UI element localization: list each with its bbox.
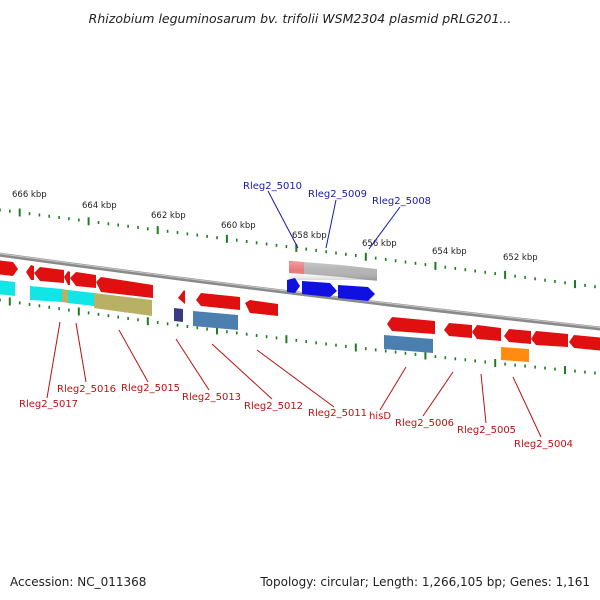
gene-arrow[interactable] [501,347,529,362]
gene-labels-top: Rleg2_5010 Rleg2_5009 Rleg2_5008 [243,181,431,207]
gene-arrow[interactable] [34,267,64,283]
gene-label-hisd[interactable]: hisD [369,411,391,422]
gene-arrow[interactable] [302,281,337,297]
genome-backbone [0,252,600,331]
genome-summary-text: Topology: circular; Length: 1,266,105 bp… [260,575,590,589]
gene-labels-bottom: Rleg2_5017 Rleg2_5016 Rleg2_5015 Rleg2_5… [19,383,573,450]
callouts-bottom [46,321,542,438]
accession-text: Accession: NC_011368 [10,575,147,589]
gene-label-rleg2-5013[interactable]: Rleg2_5013 [182,392,241,403]
genome-backbone-highlight [0,253,600,328]
gene-label-rleg2-5010[interactable]: Rleg2_5010 [243,181,302,192]
tick-label-662: 662 kbp [151,211,186,221]
gene-arrow[interactable] [96,277,153,298]
gene-label-rleg2-5005[interactable]: Rleg2_5005 [457,425,516,436]
gene-arrow[interactable] [174,308,183,322]
gene-arrow[interactable] [193,311,238,330]
tick-label-654: 654 kbp [432,247,467,257]
gene-arrow[interactable] [472,325,501,341]
gene-arrow[interactable] [68,290,94,306]
gene-arrow[interactable] [338,285,375,301]
tick-label-664: 664 kbp [82,201,117,211]
ruler-bottom [0,297,596,375]
gene-arrow[interactable] [62,289,68,303]
tick-label-656: 656 kbp [362,239,397,249]
genes-forward-strand [0,260,377,316]
map-title: Rhizobium leguminosarum bv. trifolii WSM… [88,11,512,26]
gene-label-rleg2-5006[interactable]: Rleg2_5006 [395,418,454,429]
gene-arrow[interactable] [504,329,531,344]
gene-label-rleg2-5008[interactable]: Rleg2_5008 [372,196,431,207]
gene-arrow[interactable] [196,293,240,310]
tick-label-666: 666 kbp [12,190,47,200]
gene-arrow[interactable] [94,293,152,316]
gene-arrow[interactable] [444,323,472,338]
ruler-top [0,208,596,289]
gene-arrow[interactable] [30,286,62,302]
tick-label-660: 660 kbp [221,221,256,231]
gene-label-rleg2-5011[interactable]: Rleg2_5011 [308,408,367,419]
callouts-top [267,190,401,250]
gene-arrow[interactable] [245,300,278,316]
gene-arrow-shade [289,262,377,280]
gene-label-rleg2-5016[interactable]: Rleg2_5016 [57,384,116,395]
gene-label-rleg2-5015[interactable]: Rleg2_5015 [121,383,180,394]
gene-arrow[interactable] [287,278,300,293]
gene-arrow[interactable] [384,335,433,353]
tick-label-652: 652 kbp [503,253,538,263]
gene-arrow[interactable] [531,331,568,347]
gene-label-rleg2-5017[interactable]: Rleg2_5017 [19,399,78,410]
gene-arrow[interactable] [569,335,600,351]
gene-arrow[interactable] [178,290,185,304]
gene-arrow[interactable] [70,272,96,288]
genes-reverse-strand [0,278,600,362]
gene-arrow[interactable] [0,260,18,276]
gene-label-rleg2-5009[interactable]: Rleg2_5009 [308,189,367,200]
gene-label-rleg2-5012[interactable]: Rleg2_5012 [244,401,303,412]
gene-label-rleg2-5004[interactable]: Rleg2_5004 [514,439,573,450]
gene-arrow[interactable] [64,271,70,285]
tick-labels: 666 kbp 664 kbp 662 kbp 660 kbp 658 kbp … [12,190,538,263]
gene-arrow[interactable] [26,265,34,280]
gene-arrow[interactable] [0,280,15,296]
tick-label-658: 658 kbp [292,231,327,241]
gene-arrow[interactable] [387,317,435,334]
